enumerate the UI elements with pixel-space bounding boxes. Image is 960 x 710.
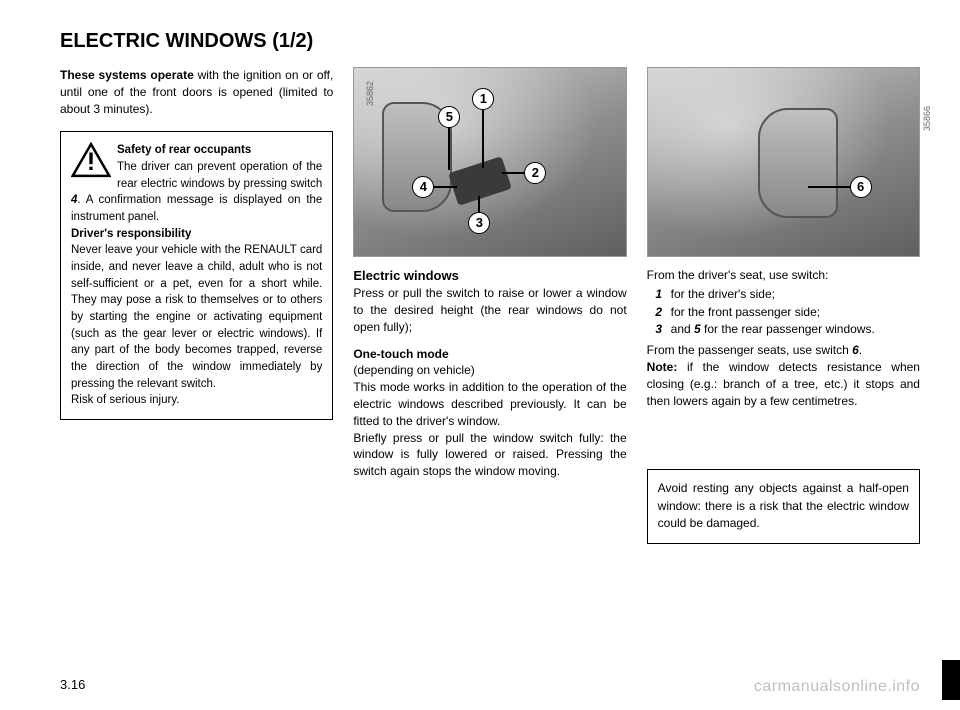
warn-p1b: . A confirmation message is displayed on…: [71, 194, 322, 223]
photo-passenger-door: 35866 6: [647, 67, 920, 257]
col3-note: Note: if the window detects resistance w…: [647, 359, 920, 409]
list-text-2: for the front passenger side;: [671, 304, 920, 321]
warn-p2: Never leave your vehicle with the RENAUL…: [71, 244, 322, 389]
section-tab: [942, 660, 960, 700]
electric-windows-heading: Electric windows: [353, 267, 626, 285]
content-columns: These systems operate with the ignition …: [60, 67, 920, 544]
warn-p1a: The driver can prevent operation of the …: [117, 161, 322, 190]
leader-line: [448, 124, 450, 170]
col3-p2: From the passenger seats, use switch 6.: [647, 342, 920, 359]
col2-p1: Press or pull the switch to raise or low…: [353, 285, 626, 335]
caution-box: Avoid resting any objects against a half…: [647, 469, 920, 543]
door-handle-graphic: [758, 108, 838, 218]
intro-paragraph: These systems operate with the ignition …: [60, 67, 333, 117]
list-num-3: 3: [647, 321, 671, 338]
warn-p3: Risk of serious injury.: [71, 394, 179, 406]
warning-box: Safety of rear occupants The driver can …: [60, 131, 333, 420]
col2-p2: This mode works in addition to the opera…: [353, 379, 626, 429]
page-title: ELECTRIC WINDOWS (1/2): [60, 30, 920, 53]
intro-bold: These systems operate: [60, 68, 194, 82]
leader-line: [433, 186, 457, 188]
one-touch-heading: One-touch mode: [353, 346, 626, 363]
column-3: 35866 6 From the driver's seat, use swit…: [647, 67, 920, 544]
page-number: 3.16: [60, 677, 85, 692]
callout-6: 6: [850, 176, 872, 198]
list-num-2: 2: [647, 304, 671, 321]
leader-line: [482, 106, 484, 168]
list-text-3: and 5 for the rear passenger windows.: [671, 321, 920, 338]
list-item: 3 and 5 for the rear passenger windows.: [647, 321, 920, 338]
column-1: These systems operate with the ignition …: [60, 67, 333, 544]
list-item: 2 for the front passenger side;: [647, 304, 920, 321]
leader-line: [502, 172, 526, 174]
col2-p3: Briefly press or pull the window switch …: [353, 430, 626, 480]
list-text-1: for the driver's side;: [671, 286, 920, 303]
warn-heading-1: Safety of rear occupants: [117, 144, 251, 156]
leader-line: [808, 186, 852, 188]
column-2: 35862 1 5 2 4 3 Electric windows Press o…: [353, 67, 626, 544]
col2-depending: (depending on vehicle): [353, 362, 626, 379]
title-paren: (1/2): [272, 30, 313, 52]
photo-ref-2: 35866: [921, 106, 934, 131]
title-main: ELECTRIC WINDOWS: [60, 30, 267, 52]
manual-page: ELECTRIC WINDOWS (1/2) These systems ope…: [0, 0, 960, 710]
warning-triangle-icon: [71, 142, 111, 178]
switch-list: 1 for the driver's side; 2 for the front…: [647, 286, 920, 338]
caution-text: Avoid resting any objects against a half…: [658, 481, 909, 530]
col3-lead: From the driver's seat, use switch:: [647, 267, 920, 284]
photo-ref-1: 35862: [364, 81, 377, 106]
list-num-1: 1: [647, 286, 671, 303]
photo-driver-door: 35862 1 5 2 4 3: [353, 67, 626, 257]
warn-heading-2: Driver's responsibility: [71, 228, 191, 240]
list-item: 1 for the driver's side;: [647, 286, 920, 303]
watermark: carmanualsonline.info: [754, 678, 920, 696]
